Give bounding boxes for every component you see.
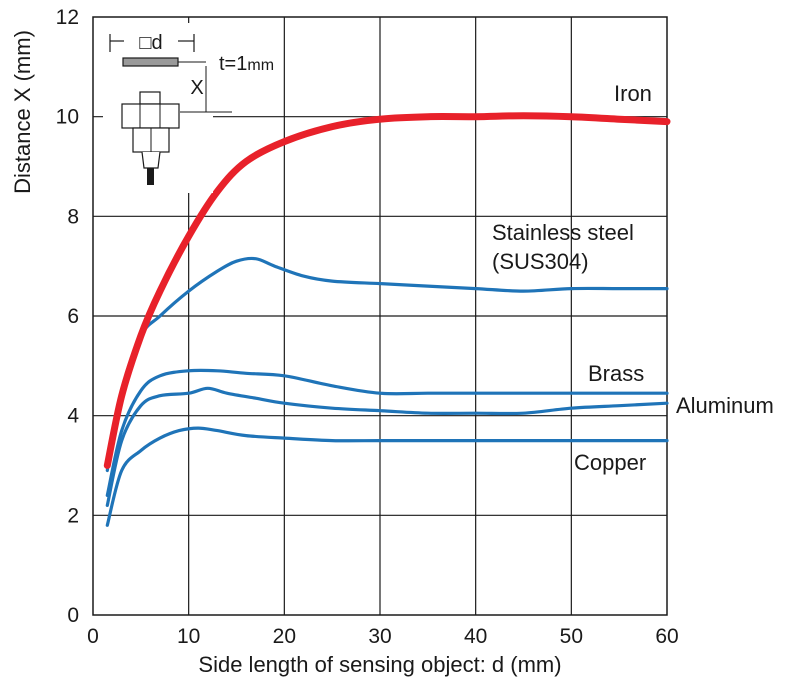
plot-frame bbox=[92, 16, 668, 616]
x-tick-label: 10 bbox=[177, 625, 200, 648]
x-tick-label: 50 bbox=[560, 625, 583, 648]
y-tick-label: 8 bbox=[67, 205, 79, 228]
distance-label: X bbox=[190, 77, 203, 99]
x-tick-label: 20 bbox=[273, 625, 296, 648]
series-label-aluminum: Aluminum bbox=[676, 393, 774, 418]
y-axis-title: Distance X (mm) bbox=[10, 30, 35, 194]
x-axis-title: Side length of sensing object: d (mm) bbox=[198, 652, 561, 677]
x-tick-label: 0 bbox=[87, 625, 99, 648]
sensor-cable bbox=[147, 168, 154, 185]
series-line-aluminum bbox=[105, 386, 669, 507]
sensor-diagram: □d t=1mm X bbox=[103, 23, 274, 193]
y-tick-label: 2 bbox=[67, 504, 79, 527]
series-label-iron: Iron bbox=[614, 81, 652, 106]
sensor-nut bbox=[121, 103, 180, 129]
series-line-stainless-steel-sus304 bbox=[105, 256, 669, 473]
sensing-object-plate bbox=[122, 57, 179, 67]
series-line-copper bbox=[105, 426, 669, 527]
side-length-label: □d bbox=[139, 32, 162, 54]
thickness-label: t=1mm bbox=[219, 53, 274, 75]
y-tick-label: 12 bbox=[56, 6, 79, 29]
series-label-stainless-line2: (SUS304) bbox=[492, 249, 589, 274]
x-tick-label: 60 bbox=[655, 625, 678, 648]
thickness-value: t=1 bbox=[219, 53, 247, 75]
series-label-brass: Brass bbox=[588, 361, 644, 386]
y-tick-label: 0 bbox=[67, 604, 79, 627]
series-layer bbox=[103, 112, 671, 527]
x-tick-label: 40 bbox=[464, 625, 487, 648]
y-tick-label: 6 bbox=[67, 305, 79, 328]
tick-layer: 0 10 20 30 40 50 60 0 2 4 6 8 10 12 bbox=[56, 6, 679, 648]
y-tick-label: 10 bbox=[56, 106, 79, 129]
series-label-copper: Copper bbox=[574, 450, 646, 475]
series-label-stainless-line1: Stainless steel bbox=[492, 220, 634, 245]
sensor-cable-sleeve bbox=[141, 151, 161, 169]
x-tick-label: 30 bbox=[368, 625, 391, 648]
series-line-brass bbox=[105, 368, 669, 497]
sensor-head bbox=[139, 91, 161, 105]
series-line-iron bbox=[103, 112, 671, 469]
y-tick-label: 4 bbox=[67, 405, 79, 428]
thickness-unit: mm bbox=[247, 57, 274, 74]
